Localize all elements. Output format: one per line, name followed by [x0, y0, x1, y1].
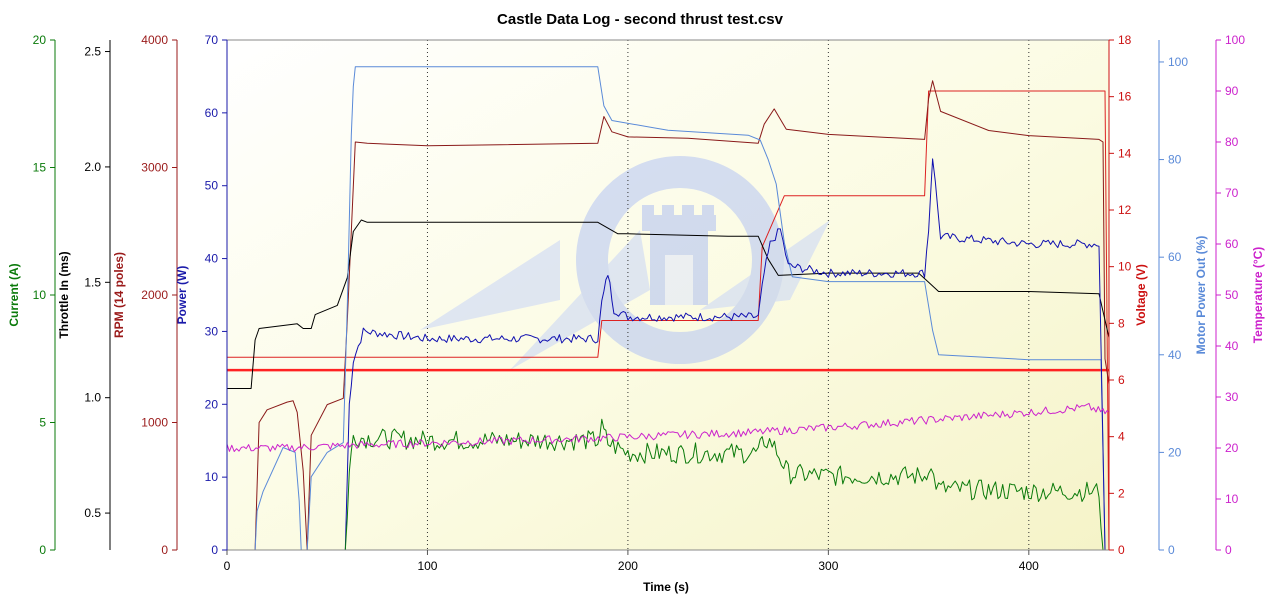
y-tick-label-temperature: 40: [1225, 339, 1239, 353]
series-line-motor_out-4: [227, 66, 1109, 551]
series-line-current-6: [227, 418, 1109, 551]
series-line-throttle-3: [227, 219, 1110, 389]
y-tick-label-rpm: 3000: [141, 161, 168, 175]
x-tick-label: 100: [417, 559, 437, 573]
y-tick-label-power: 20: [205, 397, 219, 411]
y-axis-title-rpm: RPM (14 poles): [112, 252, 126, 338]
y-tick-label-motor_out: 20: [1168, 445, 1182, 459]
y-tick-label-power: 30: [205, 324, 219, 338]
y-axis-title-current: Current (A): [7, 263, 21, 326]
y-tick-label-voltage: 14: [1118, 146, 1132, 160]
grid-layer: [426, 40, 1030, 550]
y-axis-title-motor_out: Motor Power Out (%): [1194, 236, 1208, 355]
y-tick-label-temperature: 70: [1225, 186, 1239, 200]
series-line-rpm-2: [227, 80, 1110, 551]
y-axis-title-throttle: Throttle In (ms): [57, 251, 71, 338]
y-tick-label-voltage: 8: [1118, 316, 1125, 330]
y-tick-label-temperature: 10: [1225, 492, 1239, 506]
series-layer: [226, 66, 1110, 551]
y-tick-label-power: 50: [205, 179, 219, 193]
y-tick-label-throttle: 2.0: [84, 160, 101, 174]
x-tick-label: 0: [224, 559, 231, 573]
y-tick-label-temperature: 50: [1225, 288, 1239, 302]
y-tick-label-voltage: 10: [1118, 260, 1132, 274]
y-tick-label-voltage: 2: [1118, 486, 1125, 500]
series-line-voltage-0: [227, 90, 1110, 551]
y-tick-label-power: 60: [205, 106, 219, 120]
y-tick-label-voltage: 0: [1118, 543, 1125, 557]
y-tick-label-motor_out: 60: [1168, 250, 1182, 264]
y-tick-label-current: 20: [33, 33, 47, 47]
y-tick-label-temperature: 60: [1225, 237, 1239, 251]
y-tick-label-motor_out: 80: [1168, 153, 1182, 167]
y-tick-label-power: 10: [205, 470, 219, 484]
y-tick-label-motor_out: 100: [1168, 55, 1188, 69]
y-tick-label-motor_out: 0: [1168, 543, 1175, 557]
y-tick-label-throttle: 2.5: [84, 45, 101, 59]
y-tick-label-voltage: 18: [1118, 33, 1132, 47]
y-tick-label-rpm: 2000: [141, 288, 168, 302]
y-tick-label-power: 0: [211, 543, 218, 557]
y-tick-label-rpm: 0: [161, 543, 168, 557]
y-tick-label-motor_out: 40: [1168, 348, 1182, 362]
x-tick-label: 300: [818, 559, 838, 573]
y-tick-label-rpm: 4000: [141, 33, 168, 47]
series-line-power-5: [227, 158, 1109, 551]
y-tick-label-power: 70: [205, 33, 219, 47]
series-line-temperature-7: [226, 402, 1110, 453]
y-axis-title-voltage: Voltage (V): [1134, 264, 1148, 326]
chart-title: Castle Data Log - second thrust test.csv: [497, 11, 784, 28]
y-tick-label-temperature: 90: [1225, 84, 1239, 98]
y-tick-label-current: 10: [33, 288, 47, 302]
y-tick-label-power: 40: [205, 252, 219, 266]
x-tick-label: 400: [1019, 559, 1039, 573]
y-tick-label-voltage: 4: [1118, 430, 1125, 444]
x-tick-label: 200: [618, 559, 638, 573]
y-tick-label-voltage: 6: [1118, 373, 1125, 387]
y-tick-label-temperature: 0: [1225, 543, 1232, 557]
y-tick-label-current: 15: [33, 161, 47, 175]
y-tick-label-throttle: 1.5: [84, 275, 101, 289]
y-tick-label-temperature: 30: [1225, 390, 1239, 404]
y-tick-label-throttle: 1.0: [84, 391, 101, 405]
y-tick-label-current: 0: [39, 543, 46, 557]
y-tick-label-temperature: 20: [1225, 441, 1239, 455]
y-tick-label-temperature: 100: [1225, 33, 1245, 47]
y-tick-label-voltage: 16: [1118, 90, 1132, 104]
y-axis-title-power: Power (W): [175, 266, 189, 325]
y-tick-label-rpm: 1000: [141, 416, 168, 430]
y-tick-label-current: 5: [39, 416, 46, 430]
y-tick-label-throttle: 0.5: [84, 506, 101, 520]
y-tick-label-voltage: 12: [1118, 203, 1132, 217]
y-tick-label-temperature: 80: [1225, 135, 1239, 149]
x-axis-title: Time (s): [643, 580, 689, 594]
y-axis-title-temperature: Temperature (°C): [1251, 247, 1265, 344]
